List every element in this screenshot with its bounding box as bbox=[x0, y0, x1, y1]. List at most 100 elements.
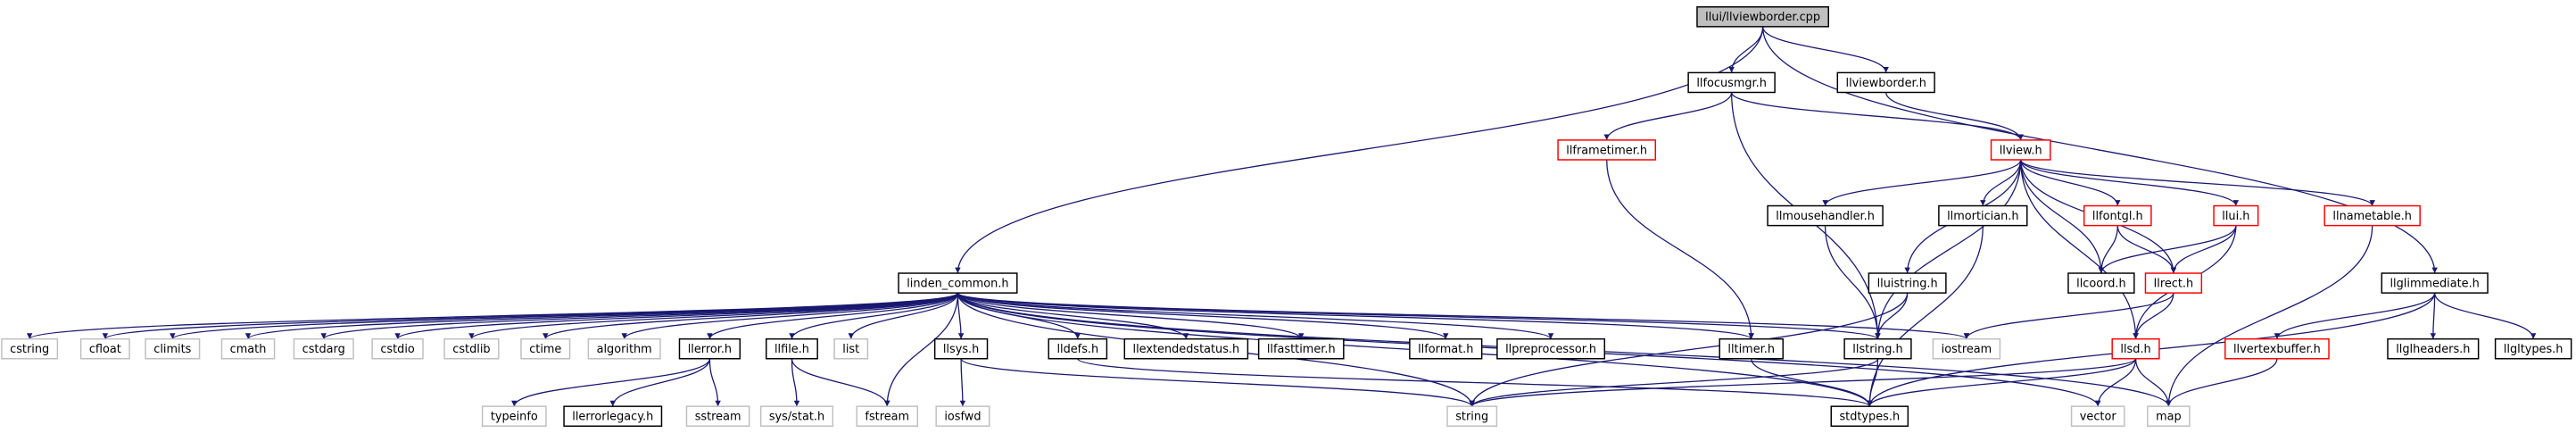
edge bbox=[1730, 92, 2024, 141]
node-box bbox=[678, 337, 741, 360]
node-label: llnametable.h bbox=[2332, 210, 2412, 223]
node-box bbox=[2494, 337, 2572, 360]
node-label: llgltypes.h bbox=[2504, 343, 2564, 356]
node: cstdarg bbox=[293, 337, 354, 360]
node-box bbox=[759, 405, 834, 427]
node-label: llui.h bbox=[2222, 210, 2249, 223]
node-box bbox=[1048, 337, 1108, 360]
node-label: list bbox=[842, 343, 859, 356]
node: climits bbox=[145, 337, 201, 360]
edge bbox=[2166, 225, 2373, 407]
node: llerror.h bbox=[678, 337, 741, 360]
node-box bbox=[2083, 204, 2152, 227]
node-label: cstdlib bbox=[452, 343, 490, 356]
node: typeinfo bbox=[481, 405, 547, 427]
edge bbox=[957, 292, 1449, 340]
node-box bbox=[1938, 204, 2028, 227]
node: llviewborder.h bbox=[1836, 71, 1935, 94]
node: llfontgl.h bbox=[2083, 204, 2152, 227]
node: list bbox=[833, 337, 869, 360]
edge bbox=[609, 358, 711, 407]
edge bbox=[957, 292, 1969, 340]
node-box bbox=[1557, 139, 1657, 161]
node: llgltypes.h bbox=[2494, 337, 2572, 360]
edge bbox=[543, 292, 959, 340]
node-label: llrect.h bbox=[2154, 277, 2193, 290]
node-label: ctime bbox=[529, 343, 561, 356]
node: llextendedstatus.h bbox=[1123, 337, 1249, 360]
node-box bbox=[1830, 405, 1909, 427]
node-label: llglimmediate.h bbox=[2390, 277, 2479, 290]
node-box bbox=[1843, 337, 1912, 360]
edge bbox=[2434, 292, 2537, 339]
node-label: llframetimer.h bbox=[1566, 144, 1647, 157]
node-label: llvertexbuffer.h bbox=[2233, 343, 2321, 356]
node-label: cmath bbox=[230, 343, 267, 356]
node: cfloat bbox=[79, 337, 130, 360]
node: string bbox=[1446, 405, 1498, 427]
edge bbox=[1469, 358, 1879, 407]
node: iosfwd bbox=[935, 405, 990, 427]
edge bbox=[1728, 26, 1764, 73]
node: llsys.h bbox=[933, 337, 989, 360]
edge bbox=[2020, 159, 2139, 339]
edge bbox=[2020, 159, 2121, 206]
edge bbox=[1867, 225, 1984, 407]
node-label: lluistring.h bbox=[1877, 277, 1938, 290]
edge bbox=[2133, 293, 2174, 339]
node-box bbox=[2381, 272, 2489, 294]
node-box bbox=[1, 337, 59, 360]
edge bbox=[1603, 92, 1733, 141]
node-box bbox=[587, 337, 661, 360]
node: llvertexbuffer.h bbox=[2224, 337, 2330, 360]
node-box bbox=[1696, 6, 1829, 28]
node-box bbox=[2213, 204, 2259, 227]
node-label: fstream bbox=[865, 411, 909, 424]
node-box bbox=[1446, 405, 1498, 427]
node-box bbox=[935, 405, 990, 427]
edge bbox=[1980, 159, 2022, 206]
node: vector bbox=[2070, 405, 2125, 427]
edge bbox=[1761, 26, 2438, 274]
edge bbox=[1885, 92, 2024, 141]
edge bbox=[957, 292, 1189, 339]
node-box bbox=[1123, 337, 1249, 360]
node: algorithm bbox=[587, 337, 661, 360]
edge bbox=[2430, 293, 2437, 339]
edge bbox=[1875, 159, 2022, 339]
edge bbox=[2170, 225, 2237, 274]
node-label: llview.h bbox=[2000, 144, 2042, 157]
node: llmousehandler.h bbox=[1767, 204, 1884, 227]
nodes: llui/llviewborder.cpp llfocusmgr.h llviewb… bbox=[1, 6, 2572, 427]
node-box bbox=[1990, 139, 2051, 161]
node-box bbox=[145, 337, 201, 360]
node-label: linden_common.h bbox=[907, 277, 1008, 290]
node-box bbox=[2111, 337, 2160, 360]
node-box bbox=[2224, 337, 2330, 360]
node: sstream bbox=[685, 405, 750, 427]
node: linden_common.h bbox=[898, 272, 1018, 294]
node-box bbox=[79, 337, 130, 360]
node: sys/stat.h bbox=[759, 405, 834, 427]
node-box bbox=[2323, 204, 2421, 227]
edge bbox=[27, 292, 959, 340]
node: llmortician.h bbox=[1938, 204, 2028, 227]
node-label: llstring.h bbox=[1852, 343, 1902, 356]
node-label: llcoord.h bbox=[2076, 277, 2125, 290]
node: llglimmediate.h bbox=[2381, 272, 2489, 294]
node: llnametable.h bbox=[2323, 204, 2421, 227]
node-label: cstring bbox=[10, 343, 49, 356]
node-box bbox=[2070, 405, 2125, 427]
node-box bbox=[2144, 272, 2203, 294]
node-box bbox=[220, 337, 276, 360]
node: fstream bbox=[856, 405, 919, 427]
edge bbox=[707, 292, 959, 339]
node-label: cfloat bbox=[89, 343, 121, 356]
node: llfasttimer.h bbox=[1257, 337, 1345, 360]
node-label: typeinfo bbox=[491, 411, 538, 424]
node-label: llviewborder.h bbox=[1846, 77, 1926, 90]
edge bbox=[791, 358, 800, 407]
node-box bbox=[1767, 204, 1884, 227]
node-label: stdtypes.h bbox=[1839, 411, 1900, 424]
node: llui/llviewborder.cpp bbox=[1696, 6, 1829, 28]
